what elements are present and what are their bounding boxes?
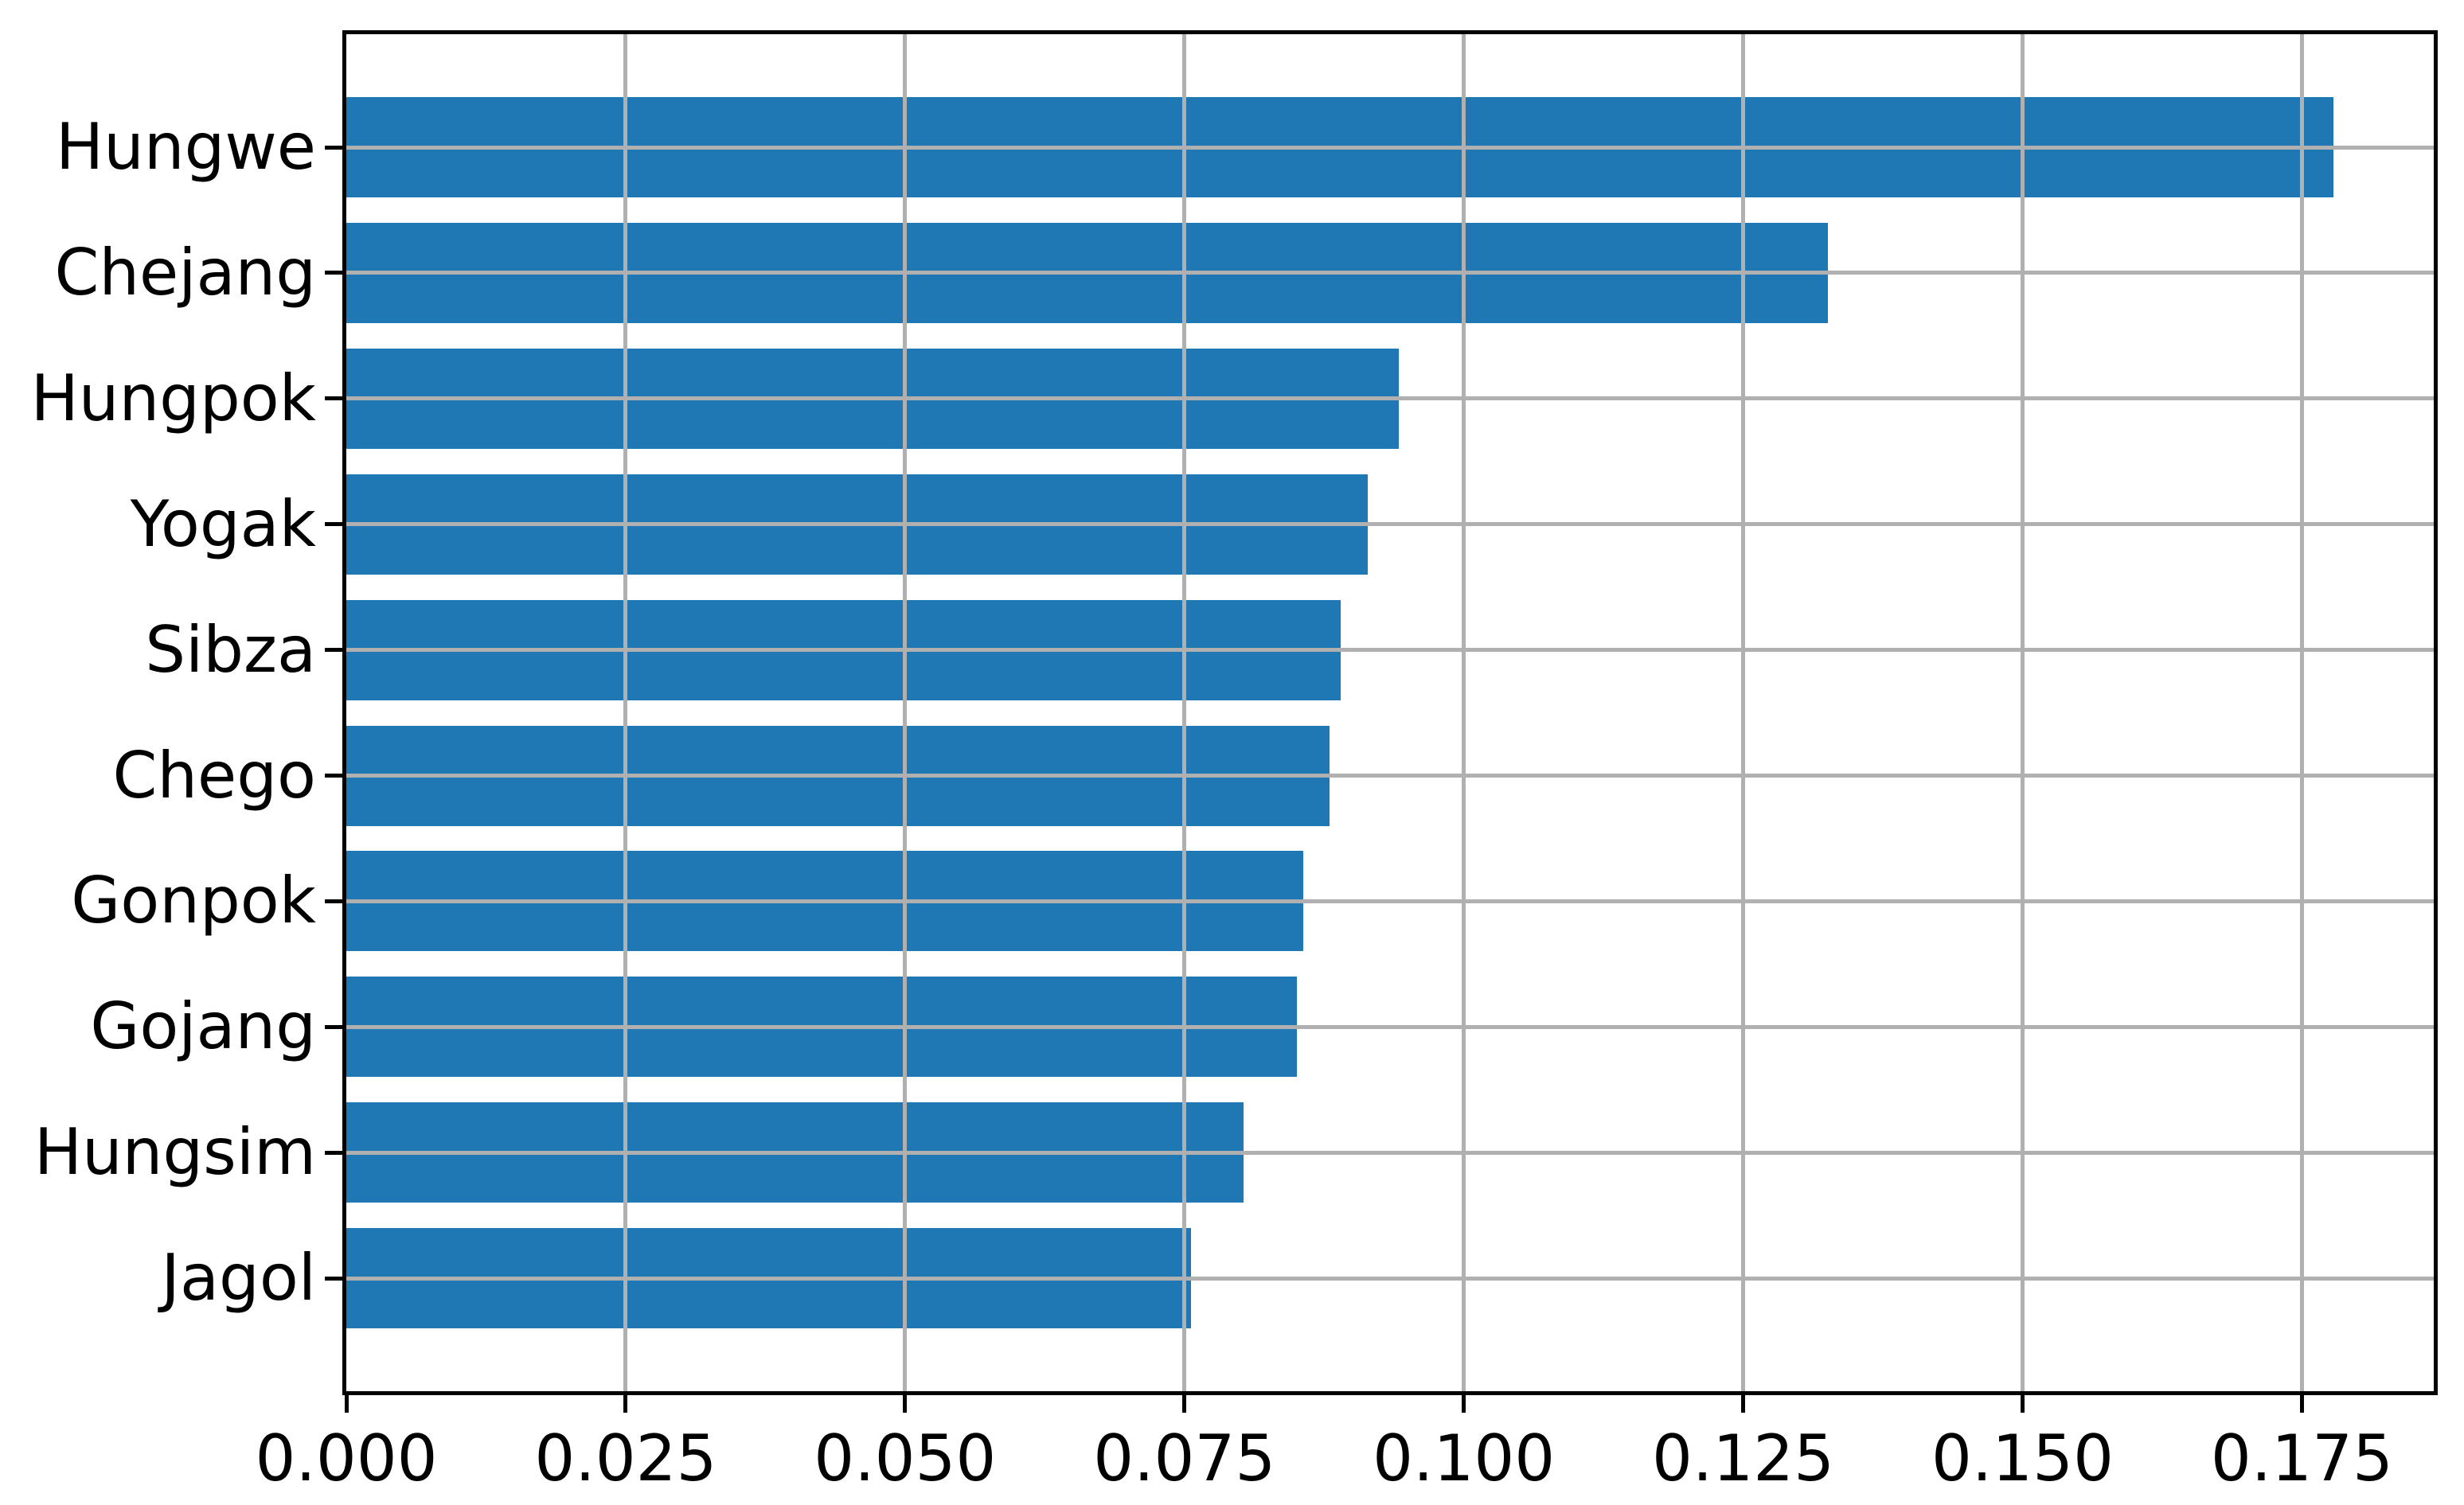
y-tick-label-hungsim: Hungsim xyxy=(33,1115,316,1190)
y-tick-label-chego: Chego xyxy=(112,738,316,813)
vertical-gridline xyxy=(1182,34,1187,1391)
horizontal-gridline xyxy=(346,1150,2434,1155)
x-tick-mark xyxy=(344,1391,349,1413)
y-tick-mark xyxy=(325,271,346,275)
x-tick-mark xyxy=(623,1391,628,1413)
y-tick-mark xyxy=(325,899,346,903)
x-tick-label: 0.050 xyxy=(814,1421,997,1495)
vertical-gridline xyxy=(2299,34,2304,1391)
x-tick-mark xyxy=(1182,1391,1187,1413)
x-tick-label: 0.125 xyxy=(1652,1421,1835,1495)
y-tick-label-gonpok: Gonpok xyxy=(71,864,316,938)
vertical-gridline xyxy=(1741,34,1746,1391)
x-tick-label: 0.100 xyxy=(1373,1421,1556,1495)
y-tick-mark xyxy=(325,1150,346,1155)
horizontal-gridline xyxy=(346,899,2434,903)
y-tick-mark xyxy=(325,1024,346,1029)
plot-area xyxy=(342,30,2438,1395)
horizontal-gridline xyxy=(346,145,2434,150)
x-tick-label: 0.000 xyxy=(255,1421,438,1495)
y-tick-label-jagol: Jagol xyxy=(161,1241,316,1316)
y-tick-mark xyxy=(325,522,346,527)
y-tick-label-hungpok: Hungpok xyxy=(30,361,316,435)
x-tick-mark xyxy=(903,1391,908,1413)
vertical-gridline xyxy=(1462,34,1466,1391)
horizontal-gridline xyxy=(346,271,2434,275)
x-tick-mark xyxy=(2020,1391,2025,1413)
y-tick-mark xyxy=(325,1276,346,1281)
horizontal-gridline xyxy=(346,522,2434,527)
y-tick-label-gojang: Gojang xyxy=(90,989,316,1064)
y-tick-label-chejang: Chejang xyxy=(54,235,316,310)
vertical-gridline xyxy=(903,34,908,1391)
vertical-gridline xyxy=(2020,34,2025,1391)
x-tick-label: 0.075 xyxy=(1093,1421,1276,1495)
y-tick-mark xyxy=(325,396,346,401)
y-tick-label-hungwe: Hungwe xyxy=(56,110,316,184)
horizontal-gridline xyxy=(346,1276,2434,1281)
x-tick-mark xyxy=(2299,1391,2304,1413)
y-tick-mark xyxy=(325,774,346,778)
horizontal-gridline xyxy=(346,396,2434,401)
x-tick-mark xyxy=(1741,1391,1746,1413)
y-tick-label-sibza: Sibza xyxy=(145,612,316,687)
x-tick-label: 0.150 xyxy=(1931,1421,2114,1495)
x-tick-label: 0.025 xyxy=(534,1421,717,1495)
y-tick-label-yogak: Yogak xyxy=(130,486,316,561)
y-tick-mark xyxy=(325,648,346,653)
horizontal-gridline xyxy=(346,774,2434,778)
x-tick-label: 0.175 xyxy=(2210,1421,2393,1495)
horizontal-gridline xyxy=(346,648,2434,653)
horizontal-gridline xyxy=(346,1024,2434,1029)
vertical-gridline xyxy=(623,34,628,1391)
x-tick-mark xyxy=(1462,1391,1466,1413)
y-tick-mark xyxy=(325,145,346,150)
